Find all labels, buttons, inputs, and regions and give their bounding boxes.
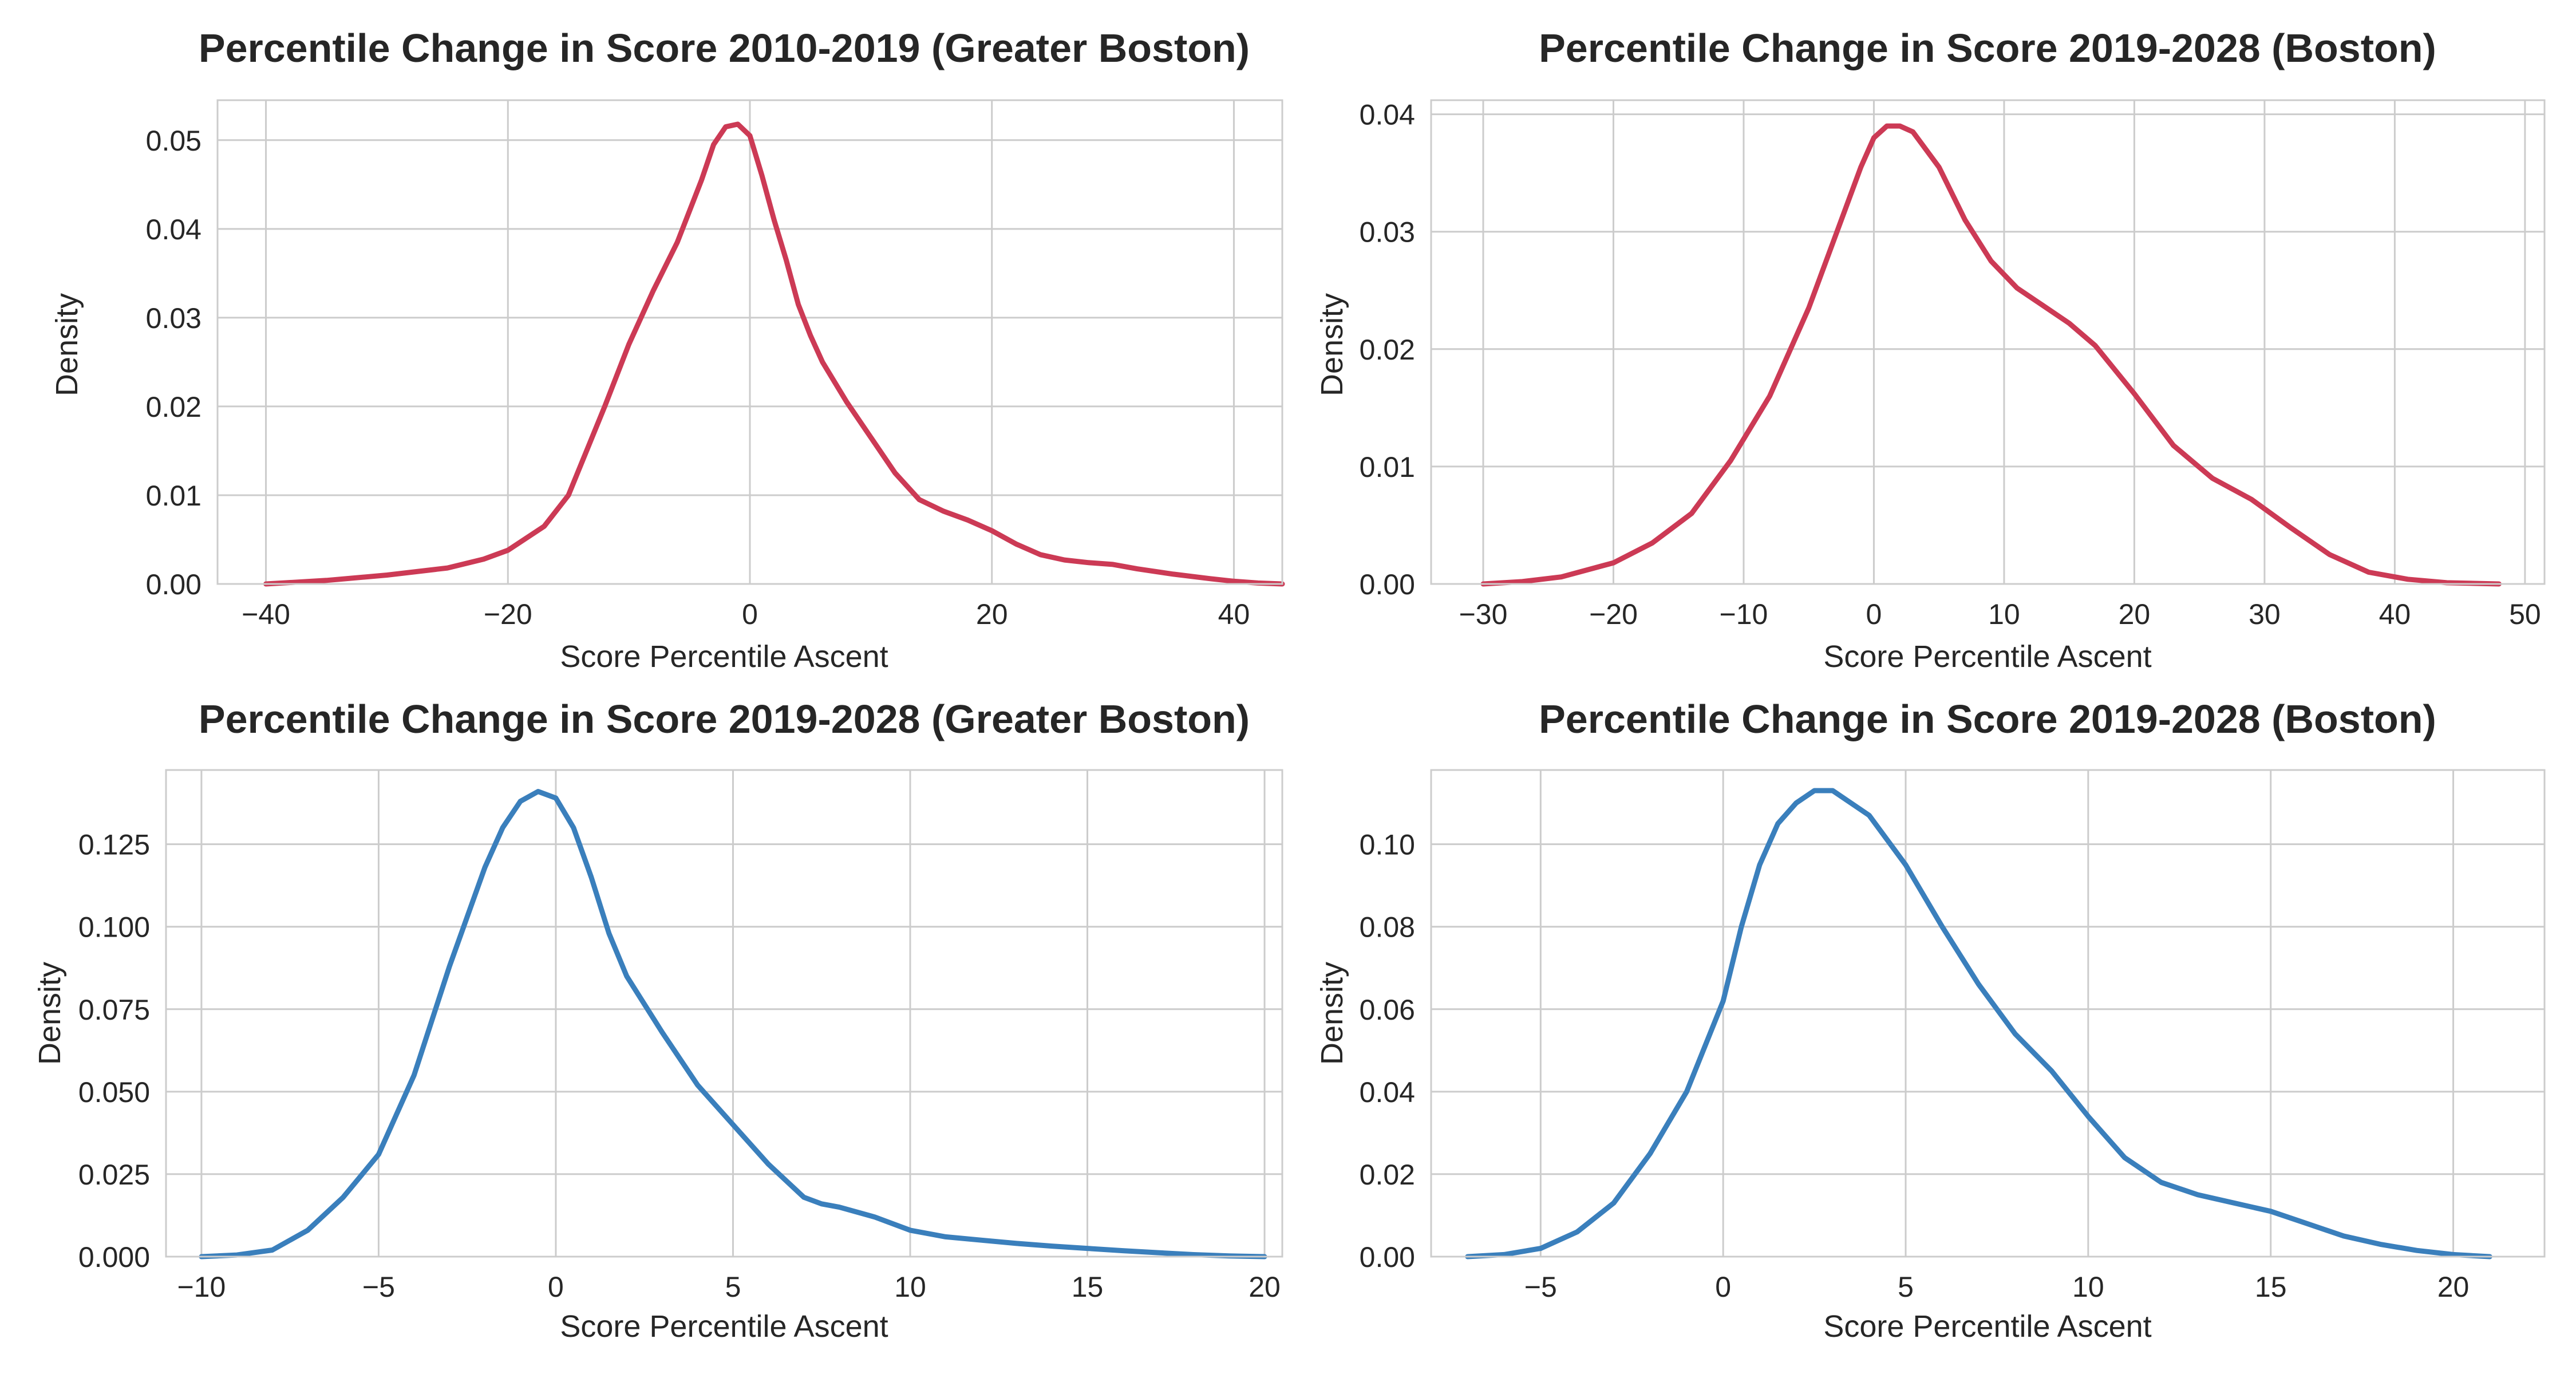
x-tick-label: 15 [2255,1271,2287,1303]
x-tick-label: −20 [1589,598,1638,630]
y-tick-label: 0.04 [1360,99,1415,131]
x-tick-label: 10 [1988,598,2020,630]
x-tick-label: −40 [242,598,290,630]
x-tick-label: 20 [976,598,1008,630]
y-tick-label: 0.03 [146,302,202,334]
x-tick-label: 15 [1072,1271,1104,1303]
y-axis-label: Density [50,293,84,396]
x-axis-label: Score Percentile Ascent [1823,639,2151,674]
y-tick-label: 0.08 [1360,911,1415,943]
plot-area: −5 0 5 10 15 20 0.00 0.02 0.04 0.06 0.08 0.10 [1360,769,2546,1303]
panel-3: −5 0 5 10 15 20 0.00 0.02 0.04 0.06 0.08 0.10 Perce… [1315,697,2546,1344]
x-tick-label: 0 [1715,1271,1731,1303]
y-tick-label: 0.02 [1360,1159,1415,1191]
x-tick-label: 20 [2437,1271,2470,1303]
density-curve [199,789,1267,1260]
y-tick-label: 0.025 [78,1159,150,1191]
panel-title: Percentile Change in Score 2019-2028 (Gr… [199,697,1250,741]
panel-0: −40 −20 0 20 40 0.00 0.01 0.02 0.03 0.04 0.05 Perc… [50,26,1285,674]
x-tick-label: 10 [894,1271,926,1303]
panel-title: Percentile Change in Score 2019-2028 (Bo… [1539,697,2436,741]
y-tick-label: 0.100 [78,911,150,943]
y-tick-label: 0.10 [1360,829,1415,861]
x-tick-label: −5 [1524,1271,1557,1303]
density-curve [1480,123,2502,587]
plot-area: −40 −20 0 20 40 0.00 0.01 0.02 0.03 0.04 0.05 [146,99,1285,630]
y-axis-label: Density [1315,293,1349,396]
x-tick-label: 0 [1866,598,1882,630]
x-tick-label: −5 [362,1271,395,1303]
panel-1: −30 −20 −10 0 10 20 30 40 50 0.00 0.01 0.02 0.03 0.04… [1315,26,2546,674]
x-tick-label: 10 [2072,1271,2104,1303]
y-tick-label: 0.075 [78,994,150,1026]
y-tick-label: 0.00 [1360,1241,1415,1273]
plot-frame [1430,99,2546,585]
x-tick-label: 5 [1898,1271,1914,1303]
y-tick-label: 0.02 [1360,334,1415,366]
panel-2: −10 −5 0 5 10 15 20 0.000 0.025 0.050 0.075 0.100 0.… [33,697,1283,1344]
y-tick-label: 0.02 [146,391,202,423]
x-axis-label: Score Percentile Ascent [1823,1309,2151,1344]
x-tick-label: 20 [2119,598,2151,630]
plot-area: −30 −20 −10 0 10 20 30 40 50 0.00 0.01 0.02 0.03 0.04 [1360,99,2546,630]
y-tick-label: 0.04 [146,214,202,246]
x-axis-label: Score Percentile Ascent [560,639,888,674]
y-tick-label: 0.03 [1360,216,1415,248]
plot-frame [216,99,1283,585]
density-curve [263,121,1285,587]
x-tick-label: 0 [742,598,758,630]
x-tick-label: 50 [2509,598,2541,630]
x-tick-label: 40 [2379,598,2411,630]
y-tick-label: 0.05 [146,125,202,157]
y-tick-label: 0.04 [1360,1076,1415,1108]
y-tick-label: 0.000 [78,1241,150,1273]
y-tick-label: 0.06 [1360,994,1415,1026]
x-tick-label: 40 [1218,598,1250,630]
panel-title: Percentile Change in Score 2010-2019 (Gr… [199,26,1250,70]
x-axis-label: Score Percentile Ascent [560,1309,888,1344]
y-tick-label: 0.00 [146,568,202,601]
y-tick-label: 0.00 [1360,568,1415,601]
x-tick-label: 20 [1249,1271,1281,1303]
x-tick-label: 5 [725,1271,741,1303]
y-tick-label: 0.125 [78,829,150,861]
y-axis-label: Density [33,962,67,1065]
y-axis-label: Density [1315,962,1349,1065]
x-tick-label: −20 [484,598,532,630]
density-curve [1465,788,2492,1260]
x-tick-label: 30 [2249,598,2281,630]
x-tick-label: 0 [548,1271,564,1303]
x-tick-label: −10 [177,1271,226,1303]
plot-area: −10 −5 0 5 10 15 20 0.000 0.025 0.050 0.075 0.100 0.… [78,769,1283,1303]
plot-frame [165,769,1283,1258]
panel-title: Percentile Change in Score 2019-2028 (Bo… [1539,26,2436,70]
x-tick-label: −30 [1459,598,1508,630]
x-tick-label: −10 [1720,598,1768,630]
y-tick-label: 0.01 [146,480,202,512]
y-tick-label: 0.01 [1360,451,1415,483]
plot-frame [1430,769,2546,1258]
y-tick-label: 0.050 [78,1076,150,1108]
